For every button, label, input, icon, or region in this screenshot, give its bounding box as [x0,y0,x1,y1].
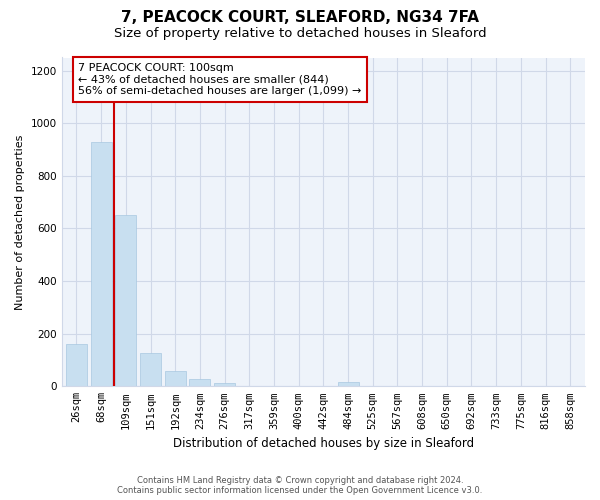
Bar [165,370,186,386]
Y-axis label: Number of detached properties: Number of detached properties [15,134,25,310]
Text: 7, PEACOCK COURT, SLEAFORD, NG34 7FA: 7, PEACOCK COURT, SLEAFORD, NG34 7FA [121,10,479,25]
Bar [190,379,211,386]
Text: Contains HM Land Registry data © Crown copyright and database right 2024.
Contai: Contains HM Land Registry data © Crown c… [118,476,482,495]
Bar [66,344,87,387]
Bar [214,383,235,386]
Bar [115,216,136,386]
Bar [338,382,359,386]
Text: 7 PEACOCK COURT: 100sqm
← 43% of detached houses are smaller (844)
56% of semi-d: 7 PEACOCK COURT: 100sqm ← 43% of detache… [79,63,362,96]
Text: Size of property relative to detached houses in Sleaford: Size of property relative to detached ho… [113,28,487,40]
Bar [140,354,161,386]
Bar [91,142,112,386]
X-axis label: Distribution of detached houses by size in Sleaford: Distribution of detached houses by size … [173,437,474,450]
